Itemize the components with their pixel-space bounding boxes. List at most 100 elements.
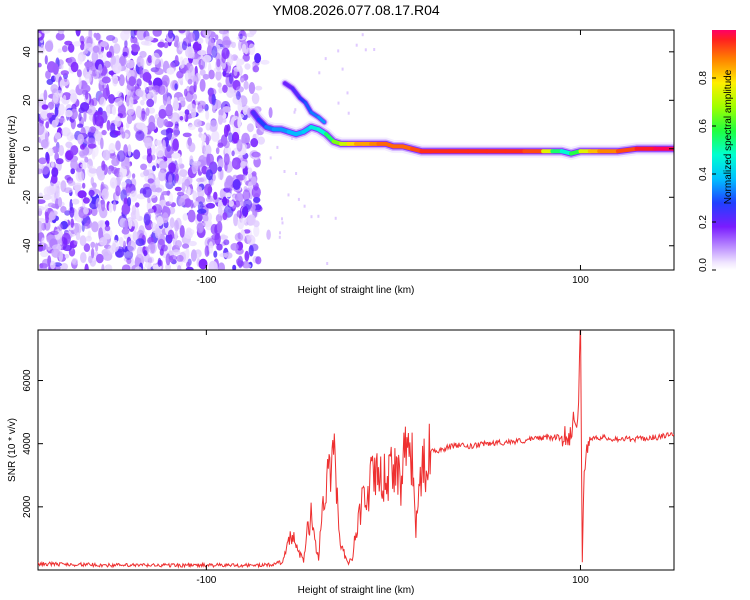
noise-blob [162, 212, 169, 224]
noise-blob [101, 76, 111, 84]
noise-blob [217, 205, 223, 216]
noise-blob [79, 235, 87, 247]
noise-blob [41, 30, 51, 34]
noise-speck [337, 49, 340, 53]
noise-blob [236, 91, 241, 100]
noise-blob [257, 136, 265, 145]
noise-blob [61, 127, 71, 137]
noise-blob [219, 235, 229, 240]
noise-blob [224, 146, 232, 156]
noise-blob [50, 161, 55, 168]
noise-blob [167, 241, 172, 251]
noise-blob [111, 157, 120, 167]
noise-speck [324, 57, 327, 61]
noise-blob [205, 32, 209, 44]
noise-blob [255, 256, 262, 265]
noise-blob [184, 178, 191, 187]
x-tick-label: -100 [196, 275, 216, 286]
noise-blob [108, 202, 113, 213]
noise-blob [223, 124, 229, 138]
noise-blob [38, 199, 46, 204]
noise-blob [192, 160, 202, 166]
noise-blob [204, 245, 210, 257]
noise-blob [45, 151, 49, 161]
noise-blob [130, 30, 136, 39]
noise-blob [182, 243, 190, 249]
noise-blob [204, 183, 213, 196]
noise-blob [182, 132, 192, 138]
noise-blob [91, 207, 98, 217]
noise-blob [147, 55, 153, 64]
noise-blob [228, 200, 234, 207]
noise-blob [209, 179, 215, 186]
noise-speck [279, 231, 281, 235]
noise-blob [163, 42, 169, 49]
noise-blob [150, 144, 156, 155]
noise-blob [178, 197, 186, 207]
noise-blob [202, 54, 212, 63]
noise-blob [60, 206, 67, 213]
noise-blob [87, 165, 97, 178]
noise-blob [238, 40, 242, 51]
noise-blob [70, 61, 79, 73]
noise-blob [205, 169, 213, 181]
noise-blob [260, 59, 270, 65]
snr-frame [37, 329, 675, 571]
noise-blob [197, 208, 207, 214]
noise-blob [158, 108, 167, 119]
noise-blob [198, 127, 203, 133]
noise-blob [201, 165, 208, 175]
noise-blob [133, 149, 141, 160]
noise-speck [294, 108, 297, 112]
noise-blob [70, 168, 75, 175]
noise-blob [190, 249, 197, 262]
noise-speck [281, 221, 284, 225]
noise-blob [254, 85, 263, 91]
noise-blob [117, 104, 126, 117]
noise-blob [236, 86, 244, 93]
noise-speck [355, 43, 358, 47]
noise-blob [106, 119, 111, 131]
noise-blob [140, 99, 145, 106]
noise-blob [233, 55, 238, 61]
secondary-branch-segment [317, 115, 326, 124]
noise-blob [142, 186, 152, 198]
noise-speck [310, 215, 313, 219]
noise-blob [38, 62, 42, 68]
noise-blob [196, 186, 202, 193]
noise-blob [70, 218, 74, 228]
noise-blob [247, 167, 253, 175]
noise-blob [243, 80, 249, 90]
noise-blob [136, 122, 146, 130]
noise-blob [101, 198, 106, 212]
noise-blob [185, 228, 195, 236]
noise-speck [373, 48, 376, 51]
noise-blob [239, 200, 245, 207]
noise-blob [148, 241, 157, 254]
noise-blob [197, 49, 207, 56]
noise-blob [268, 107, 273, 119]
noise-blob [124, 39, 128, 49]
noise-blob [168, 255, 178, 261]
noise-blob [99, 96, 106, 107]
noise-blob [106, 35, 116, 41]
noise-blob [187, 186, 191, 197]
noise-blob [124, 219, 128, 232]
noise-blob [147, 178, 154, 184]
noise-blob [137, 90, 144, 98]
noise-blob [251, 92, 260, 105]
noise-blob [202, 73, 210, 80]
noise-blob [233, 213, 239, 227]
noise-blob [118, 74, 125, 87]
noise-blob [205, 110, 210, 121]
noise-blob [113, 43, 121, 54]
noise-blob [213, 191, 218, 200]
noise-blob [157, 257, 162, 267]
noise-blob [172, 138, 179, 151]
noise-blob [144, 36, 154, 42]
noise-blob [248, 244, 254, 257]
noise-blob [43, 89, 48, 101]
noise-blob [183, 198, 192, 208]
y-tick-label: 0 [22, 146, 33, 152]
noise-blob [144, 262, 152, 269]
